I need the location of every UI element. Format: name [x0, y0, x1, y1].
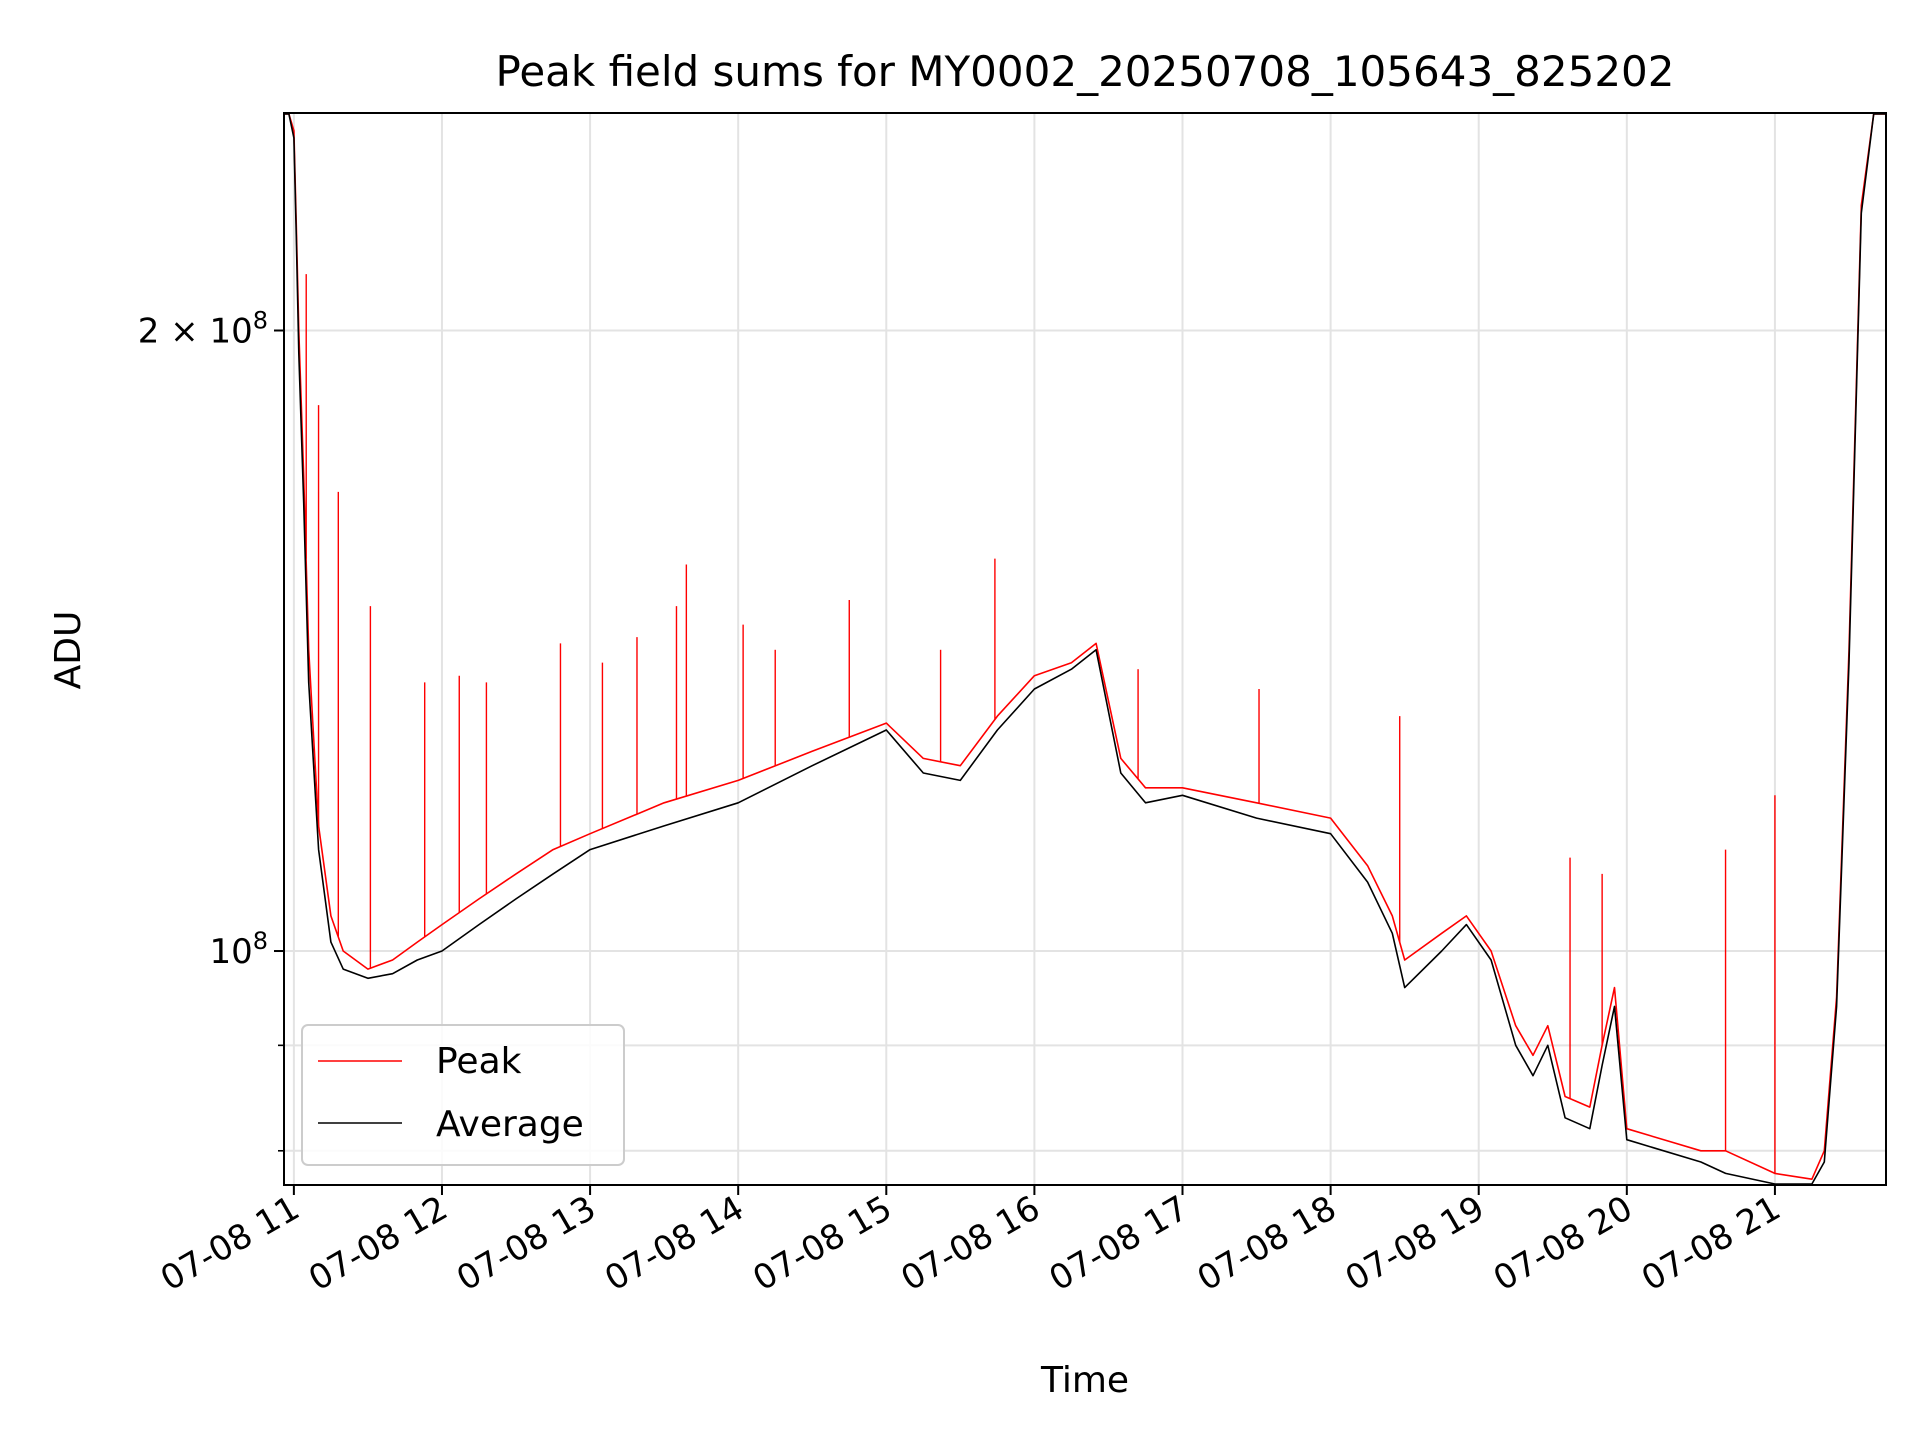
x-axis-label: Time	[1040, 1360, 1129, 1401]
y-tick-label: 2 × 108	[138, 306, 268, 351]
legend-label-average: Average	[436, 1104, 584, 1145]
series-line-peak	[284, 113, 1886, 1180]
legend-label-peak: Peak	[436, 1041, 522, 1082]
legend-box	[301, 1024, 625, 1166]
legend: Peak Average	[301, 1024, 625, 1166]
series-line-average	[284, 113, 1886, 1185]
y-tick-label: 108	[209, 927, 268, 972]
y-axis: 108 2 × 108	[138, 306, 284, 1152]
chart-title: Peak field sums for MY0002_20250708_1056…	[495, 47, 1674, 96]
y-axis-label: ADU	[48, 611, 89, 690]
plot-frame	[283, 112, 1887, 1186]
series-layer	[284, 113, 1886, 1185]
